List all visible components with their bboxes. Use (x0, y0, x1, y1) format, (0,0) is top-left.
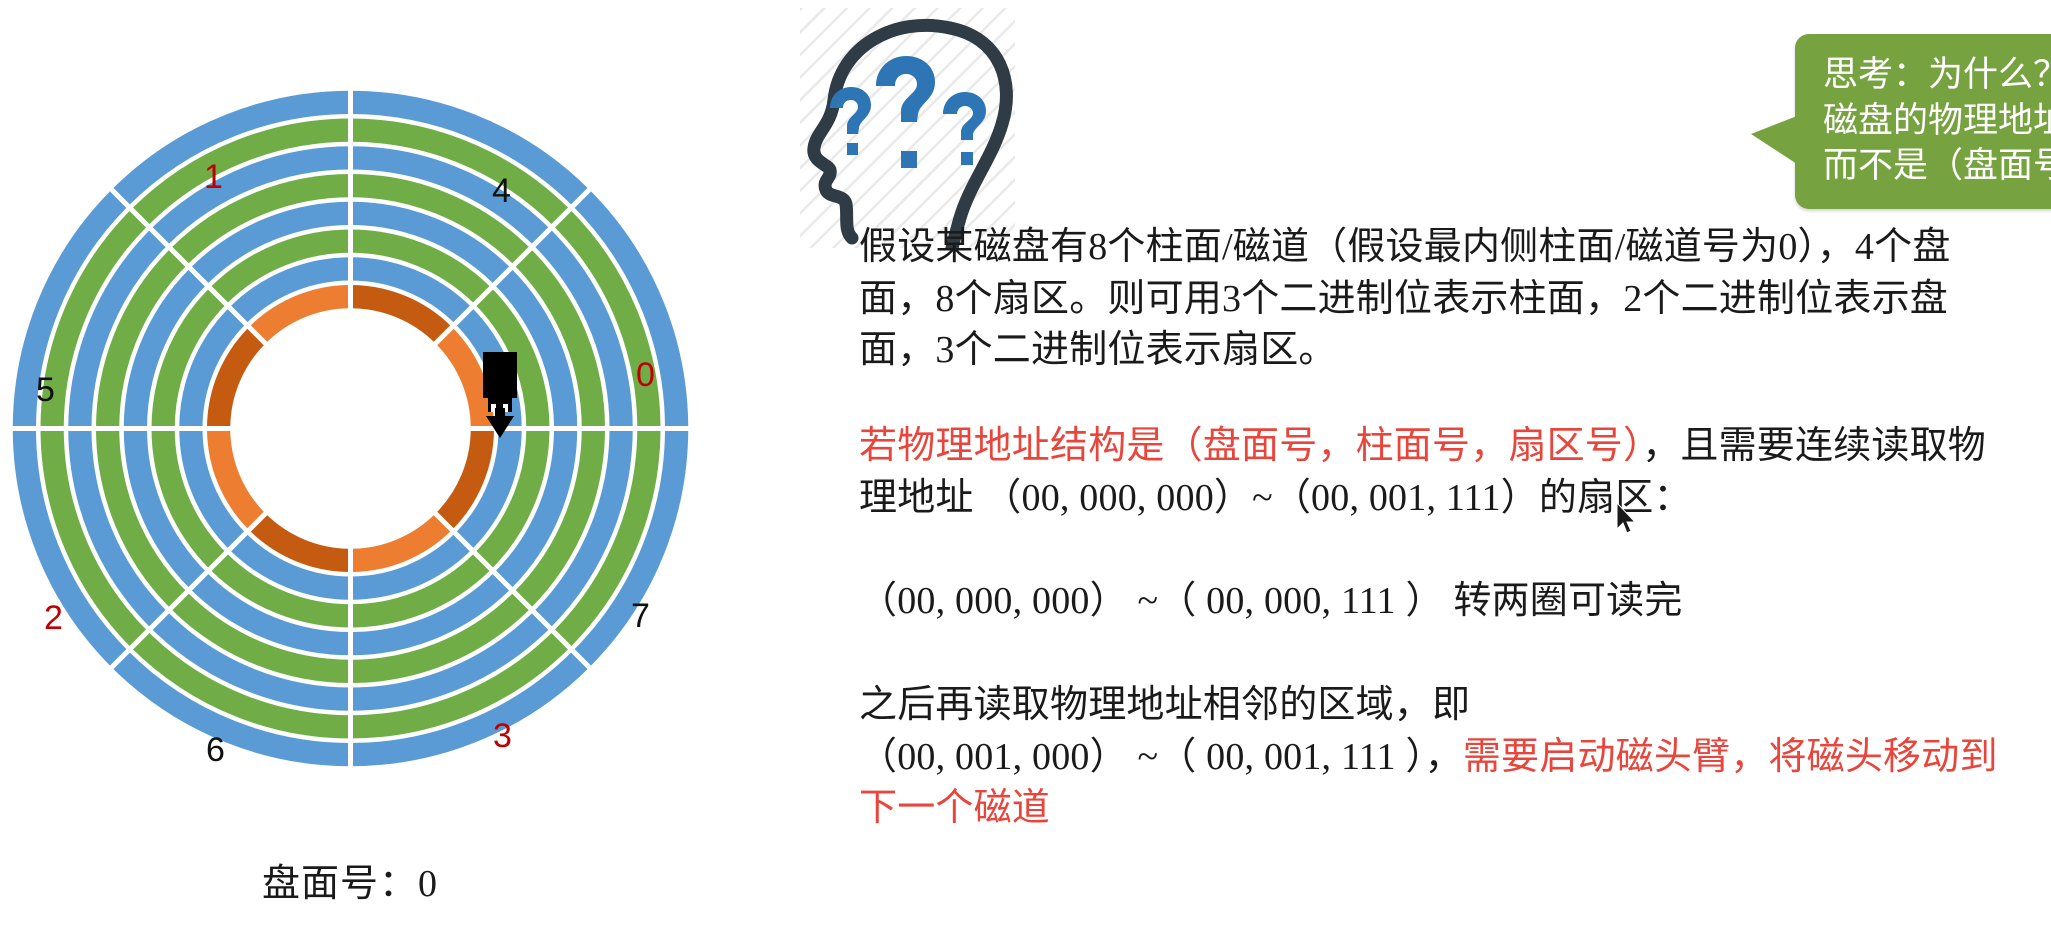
sector-number-label-2: 2 (44, 599, 63, 637)
disk-inner-sector (207, 429, 265, 529)
sector-divider (430, 508, 595, 673)
disk-inner-sector (436, 429, 494, 529)
sector-number-label-5: 5 (36, 371, 55, 409)
sector-divider (106, 508, 271, 673)
sector-divider (430, 184, 595, 349)
sector-number-label-0: 0 (636, 356, 655, 394)
disk-platter-graphic: 1 4 0 5 2 7 6 3 (8, 86, 693, 771)
disk-svg (8, 86, 693, 771)
sector-number-label-1: 1 (204, 158, 223, 196)
disk-inner-sector (250, 285, 350, 343)
explanation-panel: 思考：为什么？ 磁盘的物理地址是（柱面号，盘面号，扇区号） 而不是（盘面号，柱面… (700, 0, 2051, 944)
callout-line-1: 思考：为什么？ (1823, 55, 2051, 94)
mouse-pointer-icon (1617, 503, 1637, 534)
paragraph-address-structure: 若物理地址结构是（盘面号，柱面号，扇区号），且需要连续读取物理地址 （00, 0… (859, 421, 2019, 524)
sector-number-label-3: 3 (493, 717, 512, 755)
platter-number-caption: 盘面号：0 (261, 863, 438, 905)
callout-line-3: 而不是（盘面号，柱面号，扇区号） (1823, 146, 2051, 185)
next-region-line1: 之后再读取物理地址相邻的区域，即 (859, 684, 1471, 727)
disk-inner-sector (436, 328, 494, 428)
disk-inner-sector (207, 328, 265, 428)
disk-inner-sector (351, 285, 451, 343)
paragraph-range-one-track: （00, 000, 000） ~（ 00, 000, 111 ） 转两圈可读完 (859, 580, 1683, 623)
disk-diagram-panel: 1 4 0 5 2 7 6 3 盘面号：0 (0, 0, 700, 944)
address-structure-black-text: ，且需要连续读取物理地址 （00, 000, 000）~（00, 001, 11… (859, 425, 1987, 519)
sector-divider (106, 184, 271, 349)
disk-inner-sector (351, 514, 451, 572)
address-structure-red-text: 若物理地址结构是（盘面号，柱面号，扇区号） (859, 425, 1643, 468)
paragraph-assumption: 假设某磁盘有8个柱面/磁道（假设最内侧柱面/磁道号为0），4个盘面，8个扇区。则… (859, 226, 1951, 372)
thinking-head-icon (800, 8, 1015, 248)
paragraph-next-region: 之后再读取物理地址相邻的区域，即 （00, 001, 000） ~（ 00, 00… (859, 680, 2019, 835)
disk-inner-sector (250, 514, 350, 572)
callout-box: 思考：为什么？ 磁盘的物理地址是（柱面号，盘面号，扇区号） 而不是（盘面号，柱面… (1751, 34, 2051, 209)
sector-number-label-4: 4 (492, 172, 511, 210)
callout-line-2: 磁盘的物理地址是（柱面号，盘面号，扇区号） (1823, 100, 2051, 140)
next-region-red-text: 需要启动磁头臂，将磁头移动到下一个磁道 (859, 735, 1998, 830)
body-text-block: 假设某磁盘有8个柱面/磁道（假设最内侧柱面/磁道号为0），4个盘面，8个扇区。则… (859, 222, 2019, 835)
spindle-hole (234, 312, 467, 545)
next-region-address: （00, 001, 000） ~（ 00, 001, 111 ）， (859, 735, 1463, 778)
sector-number-label-6: 6 (206, 731, 225, 769)
callout-tail (1751, 116, 1797, 164)
sector-number-label-7: 7 (631, 597, 650, 635)
